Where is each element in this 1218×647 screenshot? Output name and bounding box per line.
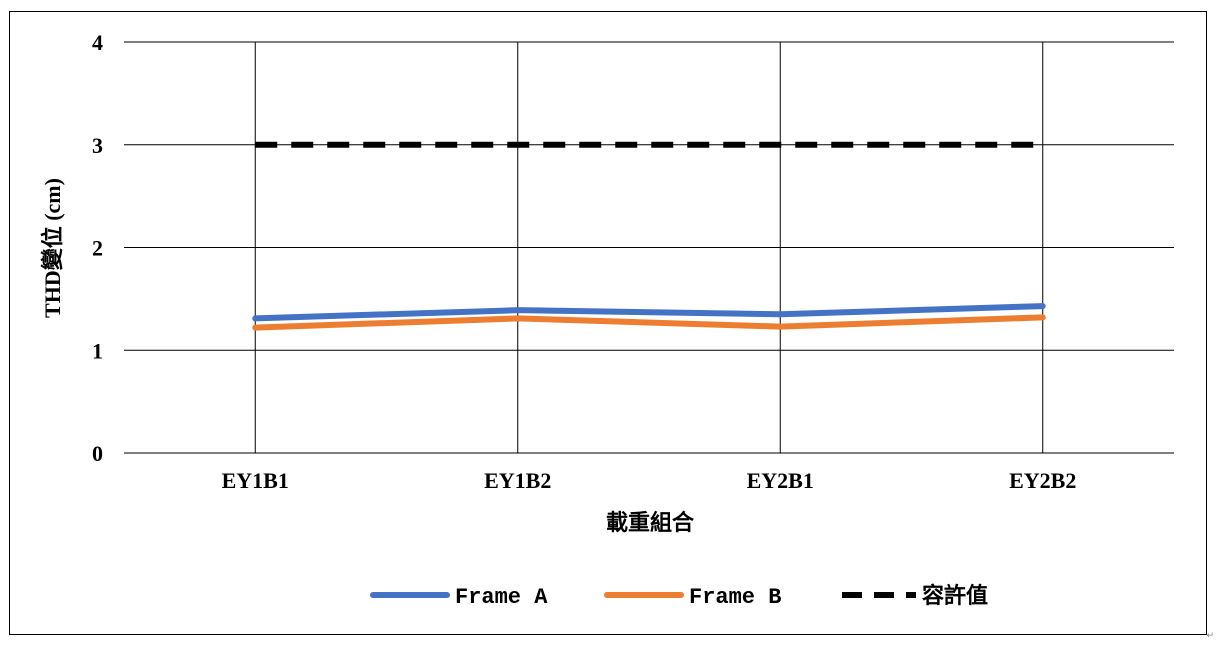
series-lines (252, 141, 1046, 331)
series-line-1 (252, 303, 1046, 322)
legend-label: 容許值 (922, 583, 988, 610)
x-axis-title: 載重組合 (606, 510, 695, 535)
x-tick-labels: EY1B1 EY1B2 EY2B1 EY2B2 (222, 468, 1077, 493)
y-tick-label: 1 (92, 338, 103, 363)
corner-mark: ↵ (1206, 631, 1214, 641)
y-axis-title: THD變位 (cm) (40, 178, 65, 318)
legend-label: Frame B (689, 585, 781, 610)
y-tick-label: 0 (92, 441, 103, 466)
x-tick-label: EY1B1 (222, 468, 289, 493)
y-tick-label: 2 (92, 236, 103, 261)
y-tick-labels: 0 1 2 3 4 (92, 30, 103, 466)
legend-label: Frame A (455, 585, 548, 610)
x-tick-label: EY2B2 (1009, 468, 1076, 493)
y-tick-label: 3 (92, 133, 103, 158)
x-tick-label: EY1B2 (484, 468, 551, 493)
y-tick-label: 4 (92, 30, 103, 55)
x-tick-label: EY2B1 (747, 468, 814, 493)
legend: Frame A Frame B 容許值 (370, 583, 988, 610)
grid-lines (124, 41, 1174, 454)
series-line-2 (252, 314, 1046, 331)
